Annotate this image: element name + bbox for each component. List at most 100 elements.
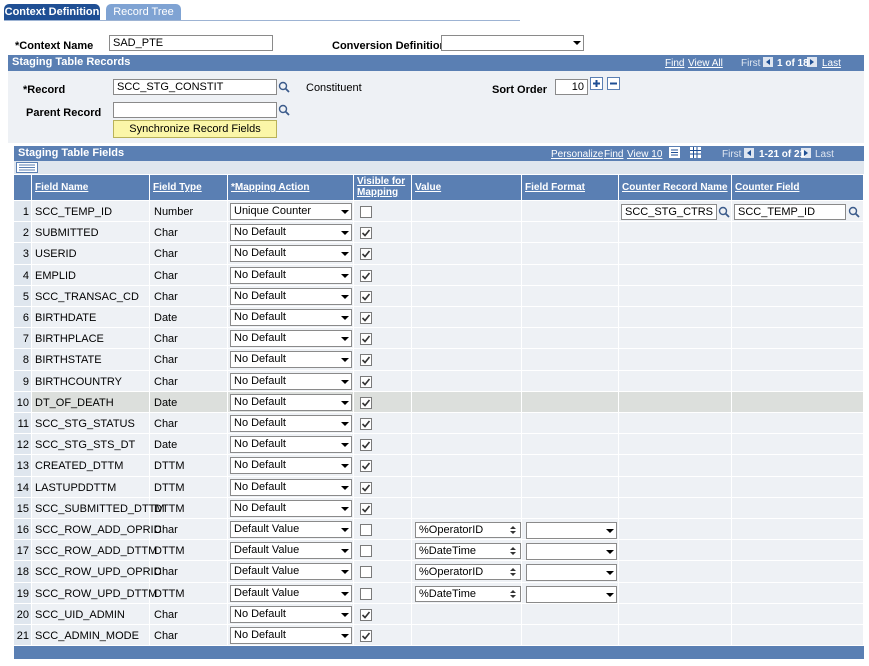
checkbox[interactable] <box>360 502 372 515</box>
column-header[interactable]: Field Name <box>32 175 150 201</box>
link[interactable]: View 10 <box>627 149 663 160</box>
checkbox[interactable] <box>360 460 372 473</box>
grid-cell <box>522 285 619 307</box>
column-header[interactable]: Value <box>412 175 522 201</box>
checkbox[interactable] <box>360 312 372 324</box>
dropdown[interactable]: No Default <box>230 309 352 326</box>
dropdown[interactable]: Default Value <box>230 584 352 602</box>
grid-cell <box>412 349 522 371</box>
link[interactable]: Find <box>604 149 624 160</box>
row-number: 7 <box>14 328 32 350</box>
grid-cell <box>619 243 732 265</box>
spin-button-glyph <box>510 547 516 556</box>
column-header[interactable]: Visible for Mapping <box>354 175 412 201</box>
checkbox[interactable] <box>360 630 372 642</box>
checkbox[interactable] <box>360 418 372 430</box>
spin-button[interactable] <box>508 545 518 557</box>
column-header[interactable]: Field Type <box>150 175 228 201</box>
checkbox[interactable] <box>360 481 372 494</box>
text-input[interactable]: SCC_STG_CONSTIT <box>113 79 277 95</box>
value-input[interactable]: %OperatorID <box>415 522 521 538</box>
column-header[interactable]: Field Format <box>522 175 619 201</box>
dropdown[interactable] <box>526 543 617 561</box>
lookup-icon[interactable] <box>278 104 290 116</box>
dropdown[interactable]: Default Value <box>230 542 352 560</box>
row-number: 10 <box>14 391 32 413</box>
link[interactable]: Last <box>822 58 841 69</box>
grid-cell <box>522 391 619 413</box>
link[interactable]: Personalize <box>551 149 604 160</box>
text-input[interactable]: SCC_TEMP_ID <box>734 204 846 220</box>
checkbox[interactable] <box>360 248 372 261</box>
checkbox[interactable] <box>360 439 372 452</box>
checkbox[interactable] <box>360 545 372 558</box>
add-button[interactable] <box>590 77 603 90</box>
tab[interactable]: Context Definition <box>4 4 100 21</box>
column-header[interactable]: Counter Field <box>732 175 864 201</box>
number-input[interactable]: 10 <box>555 79 588 95</box>
dropdown[interactable]: No Default <box>230 436 352 454</box>
dropdown[interactable]: No Default <box>230 330 352 348</box>
checkbox[interactable] <box>360 227 372 240</box>
link[interactable]: View All <box>688 58 723 69</box>
dropdown[interactable] <box>526 522 617 539</box>
checkbox[interactable] <box>360 524 372 536</box>
checkbox[interactable] <box>360 206 372 218</box>
value-input[interactable]: %DateTime <box>415 543 521 560</box>
nav-arrow[interactable] <box>763 57 773 67</box>
checkbox[interactable] <box>360 566 372 579</box>
dropdown[interactable]: No Default <box>230 415 352 432</box>
dropdown[interactable]: Default Value <box>230 563 352 581</box>
dropdown[interactable] <box>441 35 584 51</box>
dropdown[interactable]: No Default <box>230 605 352 623</box>
checkbox[interactable] <box>360 269 372 282</box>
link[interactable]: Find <box>665 58 685 69</box>
checkbox[interactable] <box>360 375 372 388</box>
column-header[interactable]: Counter Record Name <box>619 175 732 201</box>
dropdown[interactable] <box>526 564 617 582</box>
lookup-icon[interactable] <box>848 206 860 218</box>
checkbox[interactable] <box>360 354 372 367</box>
dropdown[interactable] <box>526 585 617 603</box>
value-input[interactable]: %DateTime <box>415 585 521 602</box>
dropdown[interactable]: No Default <box>230 351 352 369</box>
dropdown[interactable]: No Default <box>230 372 352 390</box>
text-input[interactable] <box>113 102 277 118</box>
lookup-icon[interactable] <box>718 206 730 218</box>
text-input[interactable]: SCC_STG_CTRS <box>621 204 717 220</box>
checkbox[interactable] <box>360 396 372 409</box>
dropdown[interactable]: No Default <box>230 457 352 475</box>
dropdown[interactable]: No Default <box>230 393 352 411</box>
nav-arrow[interactable] <box>807 57 817 67</box>
checkbox[interactable] <box>360 587 372 600</box>
dropdown[interactable]: No Default <box>230 627 352 644</box>
grid-cell <box>732 455 864 477</box>
spin-button[interactable] <box>508 566 518 578</box>
dropdown[interactable]: No Default <box>230 478 352 496</box>
dropdown[interactable]: No Default <box>230 266 352 284</box>
tab[interactable]: Record Tree <box>106 4 181 21</box>
dropdown[interactable]: No Default <box>230 287 352 305</box>
spin-button[interactable] <box>508 588 518 600</box>
nav-arrow[interactable] <box>744 148 754 158</box>
dropdown[interactable]: No Default <box>230 245 352 263</box>
download-icon[interactable] <box>669 147 680 158</box>
column-header[interactable]: *Mapping Action <box>228 175 354 201</box>
dropdown[interactable]: Unique Counter <box>230 203 352 220</box>
delete-button-glyph <box>607 77 620 90</box>
dropdown[interactable]: No Default <box>230 499 352 517</box>
checkbox[interactable] <box>360 608 372 621</box>
grid-icon[interactable] <box>690 147 701 158</box>
dropdown[interactable]: No Default <box>230 224 352 242</box>
value-input[interactable]: %OperatorID <box>415 564 521 581</box>
button[interactable]: Synchronize Record Fields <box>113 120 277 138</box>
checkbox[interactable] <box>360 290 372 303</box>
dropdown[interactable]: Default Value <box>230 521 352 538</box>
nav-arrow[interactable] <box>801 148 811 158</box>
checkbox[interactable] <box>360 333 372 346</box>
text-input[interactable]: SAD_PTE <box>109 35 273 51</box>
delete-button[interactable] <box>607 77 620 90</box>
lookup-icon[interactable] <box>278 81 290 93</box>
spin-button[interactable] <box>508 524 518 536</box>
show-all-columns[interactable] <box>16 162 38 173</box>
